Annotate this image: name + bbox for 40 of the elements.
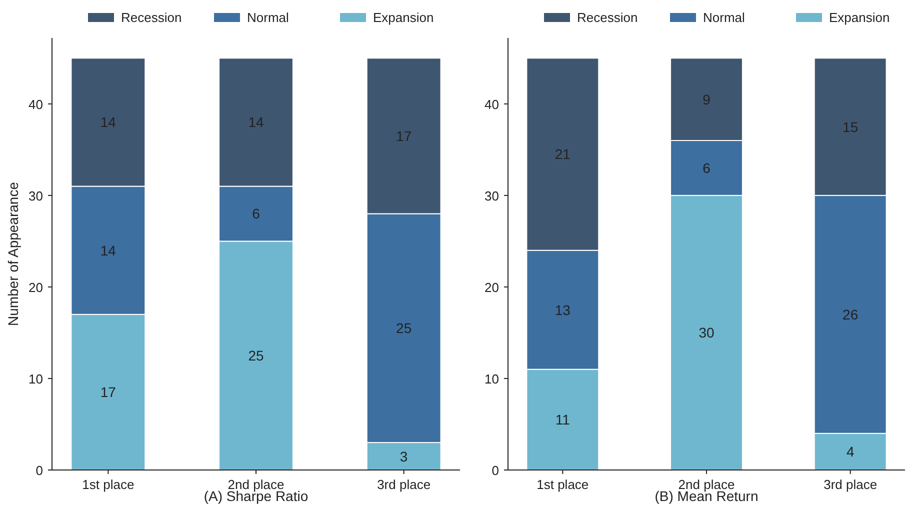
- y-tick-label: 30: [28, 188, 43, 204]
- data-label: 14: [100, 242, 116, 258]
- y-tick-label: 30: [484, 188, 499, 204]
- legend-label: Normal: [703, 10, 746, 25]
- x-tick-label: 3rd place: [824, 477, 878, 492]
- x-tick-label: 2nd place: [228, 477, 284, 492]
- data-label: 15: [842, 118, 858, 135]
- legend-label: Recession: [121, 10, 182, 25]
- data-label: 6: [702, 160, 711, 176]
- y-tick-label: 10: [28, 371, 43, 386]
- data-label: 25: [396, 320, 412, 336]
- data-label: 4: [846, 444, 854, 460]
- x-tick-label: 1st place: [82, 477, 134, 492]
- y-tick-label: 10: [484, 371, 499, 386]
- x-tick-label: 1st place: [536, 477, 589, 492]
- data-label: 14: [248, 114, 264, 130]
- data-label: 30: [698, 324, 714, 341]
- data-label: 6: [252, 206, 260, 222]
- data-label: 13: [554, 302, 571, 318]
- data-label: 14: [100, 114, 116, 130]
- legend-label: Expansion: [373, 10, 434, 25]
- y-tick-label: 0: [492, 463, 499, 478]
- data-label: 17: [100, 384, 116, 400]
- x-tick-label: 3rd place: [377, 477, 431, 492]
- data-label: 25: [248, 348, 264, 364]
- legend-label: Expansion: [829, 10, 890, 25]
- y-axis-title: Number of Appearance: [5, 182, 21, 326]
- y-tick-label: 40: [28, 96, 43, 112]
- data-label: 9: [702, 91, 711, 108]
- legend-label: Recession: [577, 10, 638, 25]
- data-label: 26: [842, 306, 858, 322]
- data-label: 11: [555, 412, 570, 428]
- y-tick-label: 40: [484, 96, 499, 112]
- y-tick-label: 20: [484, 280, 499, 295]
- data-label: 17: [396, 128, 412, 144]
- y-tick-label: 20: [28, 280, 43, 295]
- y-tick-label: 0: [36, 463, 43, 478]
- data-label: 3: [400, 448, 408, 464]
- legend-label: Normal: [247, 10, 290, 25]
- data-label: 21: [554, 146, 571, 162]
